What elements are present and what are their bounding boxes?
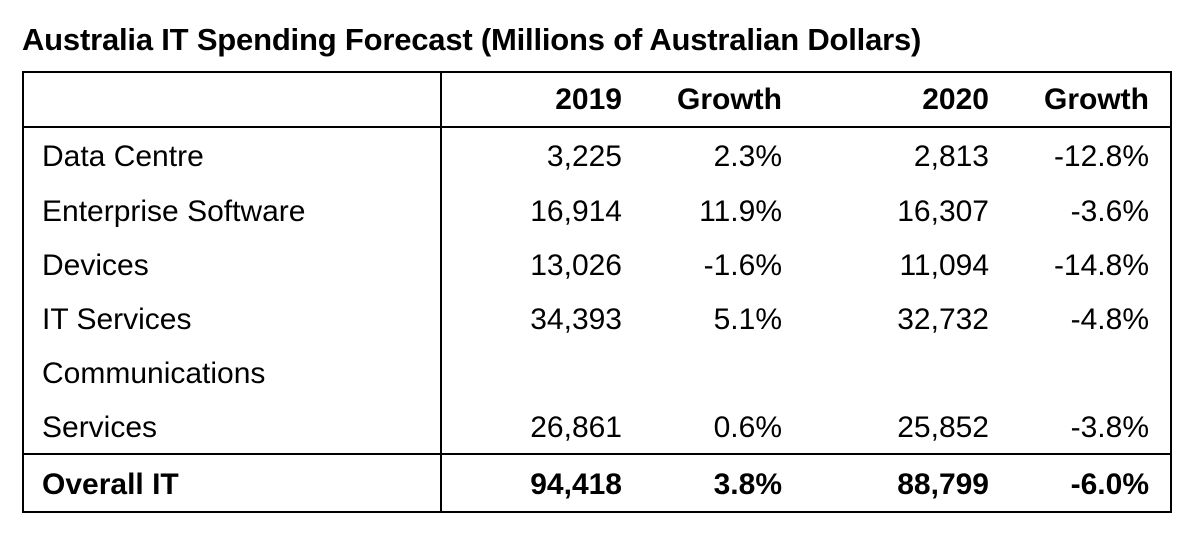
header-divider: [24, 126, 1170, 128]
row-label: Devices: [42, 249, 149, 282]
total-2019: 94,418: [530, 468, 622, 501]
total-divider: [24, 453, 1170, 455]
header-growth-2019: Growth: [677, 83, 782, 116]
cell-2019: 13,026: [530, 249, 622, 282]
row-label: Enterprise Software: [42, 195, 306, 228]
row-label: Data Centre: [42, 140, 204, 173]
header-2020: 2020: [922, 83, 989, 116]
cell-2019: 16,914: [530, 195, 622, 228]
cell-growth-2020: -3.8%: [1070, 411, 1149, 444]
row-label: IT Services: [42, 303, 192, 336]
cell-2020: 32,732: [897, 303, 989, 336]
table-title: Australia IT Spending Forecast (Millions…: [22, 22, 922, 57]
cell-growth-2019: 0.6%: [713, 411, 782, 444]
total-growth-2020: -6.0%: [1070, 468, 1149, 501]
cell-2020: 25,852: [897, 411, 989, 444]
spending-table: 2019 Growth 2020 Growth Data Centre 3,22…: [22, 71, 1172, 513]
cell-2019: 3,225: [546, 140, 622, 173]
total-label: Overall IT: [42, 468, 179, 501]
cell-2019: 26,861: [530, 411, 622, 444]
cell-growth-2019: 2.3%: [713, 140, 782, 173]
column-divider: [440, 73, 442, 511]
cell-2019: 34,393: [530, 303, 622, 336]
cell-2020: 11,094: [899, 249, 989, 282]
cell-growth-2020: -14.8%: [1053, 249, 1149, 282]
row-label-line2: Services: [42, 411, 158, 444]
cell-2020: 16,307: [897, 195, 989, 228]
header-growth-2020: Growth: [1044, 83, 1149, 116]
cell-growth-2020: -3.6%: [1070, 195, 1149, 228]
cell-growth-2019: 11.9%: [699, 195, 782, 228]
header-2019: 2019: [555, 83, 622, 116]
cell-2020: 2,813: [913, 140, 989, 173]
cell-growth-2019: -1.6%: [703, 249, 782, 282]
row-label-line1: Communications: [42, 357, 266, 390]
total-2020: 88,799: [897, 468, 989, 501]
cell-growth-2020: -4.8%: [1070, 303, 1149, 336]
total-growth-2019: 3.8%: [713, 468, 782, 501]
cell-growth-2019: 5.1%: [713, 303, 782, 336]
cell-growth-2020: -12.8%: [1053, 140, 1149, 173]
